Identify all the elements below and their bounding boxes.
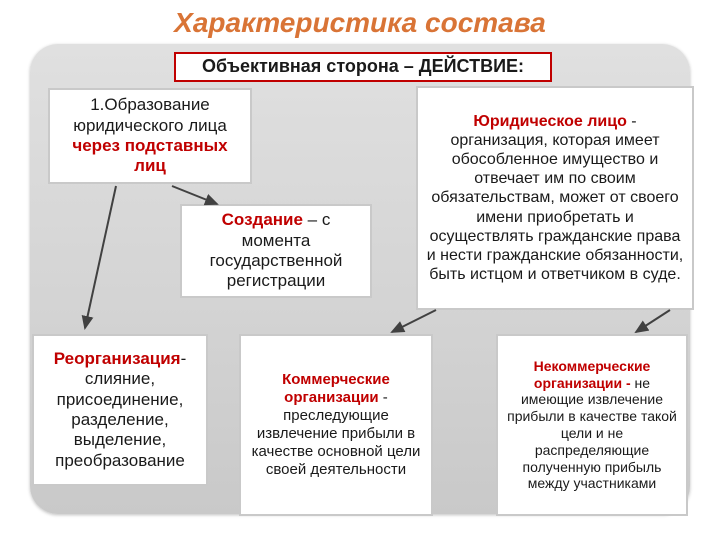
box-commercial-lead: Коммерческие организации xyxy=(282,371,390,406)
box-reorganization: Реорганизация- слияние, присоединение, р… xyxy=(32,334,208,486)
box-creation: Создание – с момента государственной рег… xyxy=(180,204,372,298)
box-legal-entity-text: Юридическое лицо - организация, которая … xyxy=(424,112,686,285)
box-creation-text: Создание – с момента государственной рег… xyxy=(188,210,364,292)
box-legal-lead: Юридическое лицо xyxy=(473,113,627,130)
box-objective-side-text: Объективная сторона – ДЕЙСТВИЕ: xyxy=(182,56,544,78)
box-noncommercial-lead: Некоммерческие организации - xyxy=(534,358,651,391)
box-legal-entity: Юридическое лицо - организация, которая … xyxy=(416,86,694,310)
box-commercial-text: Коммерческие организации - преследующие … xyxy=(247,371,425,479)
box-reorg-text: Реорганизация- слияние, присоединение, р… xyxy=(40,349,200,471)
box-legal-rest: - организация, которая имеет обособленно… xyxy=(427,113,683,284)
box-formation-highlight: через подставных лиц xyxy=(72,136,227,175)
box-formation-prefix: 1.Образование юридического лица xyxy=(73,95,227,134)
box-formation: 1.Образование юридического лица через по… xyxy=(48,88,252,184)
box-objective-side: Объективная сторона – ДЕЙСТВИЕ: xyxy=(174,52,552,82)
box-commercial: Коммерческие организации - преследующие … xyxy=(239,334,433,516)
box-reorg-lead: Реорганизация xyxy=(54,349,181,368)
box-noncommercial: Некоммерческие организации - не имеющие … xyxy=(496,334,688,516)
box-noncommercial-text: Некоммерческие организации - не имеющие … xyxy=(504,358,680,492)
box-formation-text: 1.Образование юридического лица через по… xyxy=(56,95,244,177)
box-noncommercial-rest: не имеющие извлечение прибыли в качестве… xyxy=(507,375,677,492)
slide-title: Характеристика состава xyxy=(0,8,720,39)
box-creation-lead: Создание xyxy=(222,210,303,229)
